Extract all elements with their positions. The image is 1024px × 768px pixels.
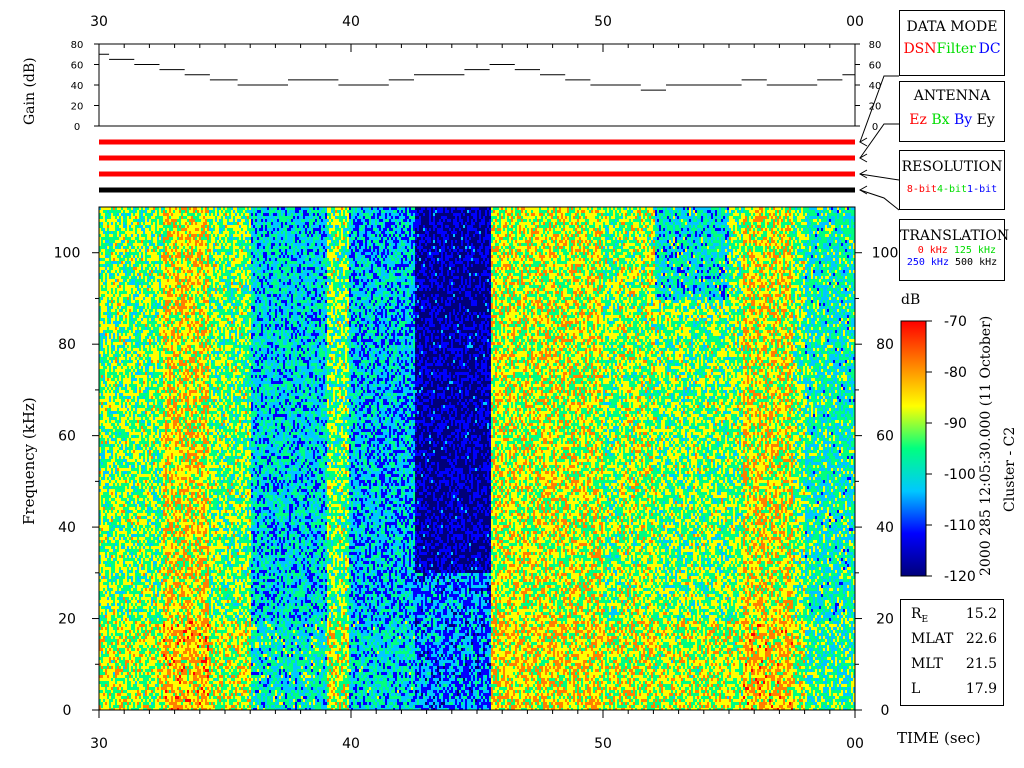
position-value-mlt: 21.5 — [966, 656, 997, 672]
position-value-l: 17.9 — [966, 681, 997, 697]
resolution-8bit: 8-bit — [907, 184, 937, 195]
gain-tick-label: 20 — [869, 102, 882, 113]
data-mode-dc: DC — [979, 41, 1001, 57]
position-table: RE 15.2 MLAT 22.6 MLT 21.5 L 17.9 — [900, 599, 1004, 706]
antenna-items: Ez Bx By Ey — [900, 112, 1004, 128]
gain-tick-label: 80 — [71, 40, 84, 51]
freq-tick-label: 0 — [881, 703, 890, 719]
time-tick-label: 30 — [90, 736, 108, 752]
top-time-tick-label: 30 — [90, 14, 108, 30]
data-mode-filter: Filter — [937, 41, 976, 57]
gain-tick-label: 20 — [71, 102, 84, 113]
resolution-items: 8-bit4-bit1-bit — [900, 184, 1004, 195]
translation-500khz: 500 kHz — [955, 257, 997, 268]
translation-box: TRANSLATION 0 kHz 125 kHz 250 kHz 500 kH… — [899, 219, 1005, 281]
time-tick-label: 40 — [342, 736, 360, 752]
data-mode-dsn: DSN — [903, 41, 936, 57]
colorbar — [901, 321, 926, 576]
time-tick-label: 50 — [594, 736, 612, 752]
freq-tick-label: 20 — [58, 612, 76, 628]
connector-arrow — [860, 154, 867, 162]
antenna-by: By — [954, 112, 972, 128]
status-bar-antenna — [99, 156, 855, 161]
top-time-tick-label: 50 — [594, 14, 612, 30]
position-value-mlat: 22.6 — [966, 631, 997, 647]
freq-tick-label: 60 — [58, 429, 76, 445]
position-value-re: 15.2 — [966, 606, 997, 622]
side-caption: 2000 285 12:05:30.000 (11 October) — [978, 316, 994, 576]
position-row-mlat: MLAT 22.6 — [911, 631, 997, 653]
spectrogram-heatmap — [99, 207, 855, 711]
position-key-l: L — [911, 681, 920, 697]
antenna-box: ANTENNA Ez Bx By Ey — [899, 81, 1005, 142]
gain-tick-label: 40 — [869, 81, 882, 92]
freq-tick-label: 20 — [876, 612, 894, 628]
translation-row-1: 0 kHz 125 kHz — [900, 245, 1004, 256]
time-tick-label: 00 — [846, 736, 864, 752]
position-key-mlt: MLT — [911, 656, 943, 672]
gain-tick-label: 60 — [71, 61, 84, 72]
gain-tick-label: 60 — [869, 61, 882, 72]
position-row-mlt: MLT 21.5 — [911, 656, 997, 678]
side-caption-2: Cluster - C2 — [1002, 427, 1018, 512]
connector-line — [860, 124, 899, 158]
colorbar-tick-label: -80 — [944, 365, 967, 381]
freq-tick-label: 0 — [63, 703, 72, 719]
position-row-re: RE 15.2 — [911, 606, 997, 628]
status-bar-resolution — [99, 172, 855, 177]
status-bar-data-mode — [99, 140, 855, 145]
colorbar-tick-label: -70 — [944, 314, 967, 330]
time-xlabel: TIME (sec) — [897, 729, 981, 747]
gain-tick-label: 80 — [869, 40, 882, 51]
position-key-mlat: MLAT — [911, 631, 953, 647]
top-time-tick-label: 40 — [342, 14, 360, 30]
freq-tick-label: 80 — [876, 337, 894, 353]
freq-tick-label: 100 — [54, 246, 81, 262]
colorbar-tick-label: -110 — [944, 518, 976, 534]
resolution-title: RESOLUTION — [900, 159, 1004, 175]
antenna-bx: Bx — [931, 112, 949, 128]
translation-row-2: 250 kHz 500 kHz — [900, 257, 1004, 268]
translation-0khz: 0 kHz — [918, 245, 948, 256]
translation-125khz: 125 kHz — [954, 245, 996, 256]
gain-tick-label: 0 — [74, 122, 80, 133]
colorbar-tick-label: -100 — [944, 467, 976, 483]
gain-ylabel: Gain (dB) — [22, 57, 38, 125]
position-key-re: R — [911, 606, 922, 622]
freq-tick-label: 40 — [58, 520, 76, 536]
antenna-ey: Ey — [977, 112, 995, 128]
data-mode-box: DATA MODE DSNFilter DC — [899, 10, 1005, 76]
gain-tick-label: 0 — [872, 122, 878, 133]
colorbar-tick-label: -120 — [944, 569, 976, 585]
status-bar-translation — [99, 188, 855, 193]
translation-title: TRANSLATION — [900, 228, 1004, 244]
resolution-1bit: 1-bit — [967, 184, 997, 195]
colorbar-tick-label: -90 — [944, 416, 967, 432]
colorbar-ticks: -70 -80 -90 -100 -110 -120 — [926, 314, 976, 585]
antenna-title: ANTENNA — [900, 88, 1004, 104]
freq-tick-label: 80 — [58, 337, 76, 353]
freq-tick-label: 60 — [876, 429, 894, 445]
top-time-tick-label: 00 — [846, 14, 864, 30]
frequency-ylabel: Frequency (kHz) — [20, 397, 38, 525]
legend-connectors — [860, 76, 899, 210]
colorbar-unit: dB — [901, 292, 920, 308]
resolution-box: RESOLUTION 8-bit4-bit1-bit — [899, 150, 1005, 210]
gain-tick-label: 40 — [71, 81, 84, 92]
data-mode-title: DATA MODE — [900, 19, 1004, 35]
position-sub-re: E — [922, 615, 929, 625]
freq-tick-label: 40 — [876, 520, 894, 536]
data-mode-items: DSNFilter DC — [900, 41, 1004, 57]
translation-250khz: 250 kHz — [907, 257, 949, 268]
antenna-ez: Ez — [909, 112, 927, 128]
status-bars — [99, 140, 855, 193]
freq-tick-label: 100 — [872, 246, 899, 262]
position-row-l: L 17.9 — [911, 681, 997, 703]
resolution-4bit: 4-bit — [937, 184, 967, 195]
